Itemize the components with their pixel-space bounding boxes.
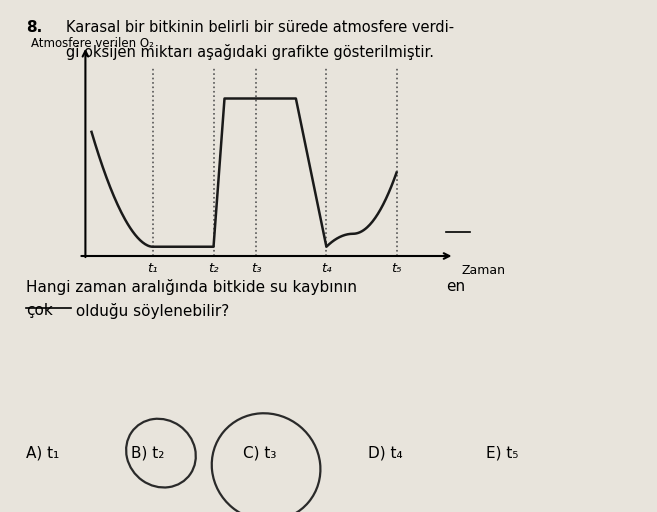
Text: t₄: t₄ — [321, 262, 332, 274]
Text: gi oksijen miktarı aşağıdaki grafikte gösterilmiştir.: gi oksijen miktarı aşağıdaki grafikte gö… — [66, 44, 434, 59]
Text: olduğu söylenebilir?: olduğu söylenebilir? — [71, 303, 229, 319]
Text: D) t₄: D) t₄ — [368, 445, 403, 461]
Text: A) t₁: A) t₁ — [26, 445, 60, 461]
Text: Atmosfere verilen O₂: Atmosfere verilen O₂ — [31, 37, 154, 50]
Text: t₅: t₅ — [391, 262, 402, 274]
Text: en: en — [446, 279, 465, 294]
Text: C) t₃: C) t₃ — [243, 445, 277, 461]
Text: B) t₂: B) t₂ — [131, 445, 165, 461]
Text: t₂: t₂ — [208, 262, 219, 274]
Text: çok: çok — [26, 303, 53, 318]
Text: E) t₅: E) t₅ — [486, 445, 518, 461]
Text: t₁: t₁ — [147, 262, 158, 274]
Text: Zaman: Zaman — [461, 264, 505, 277]
Text: 8.: 8. — [26, 20, 43, 35]
Text: Karasal bir bitkinin belirli bir sürede atmosfere verdi-: Karasal bir bitkinin belirli bir sürede … — [66, 20, 454, 35]
Text: t₃: t₃ — [251, 262, 261, 274]
Text: Hangi zaman aralığında bitkide su kaybının: Hangi zaman aralığında bitkide su kaybın… — [26, 279, 362, 295]
